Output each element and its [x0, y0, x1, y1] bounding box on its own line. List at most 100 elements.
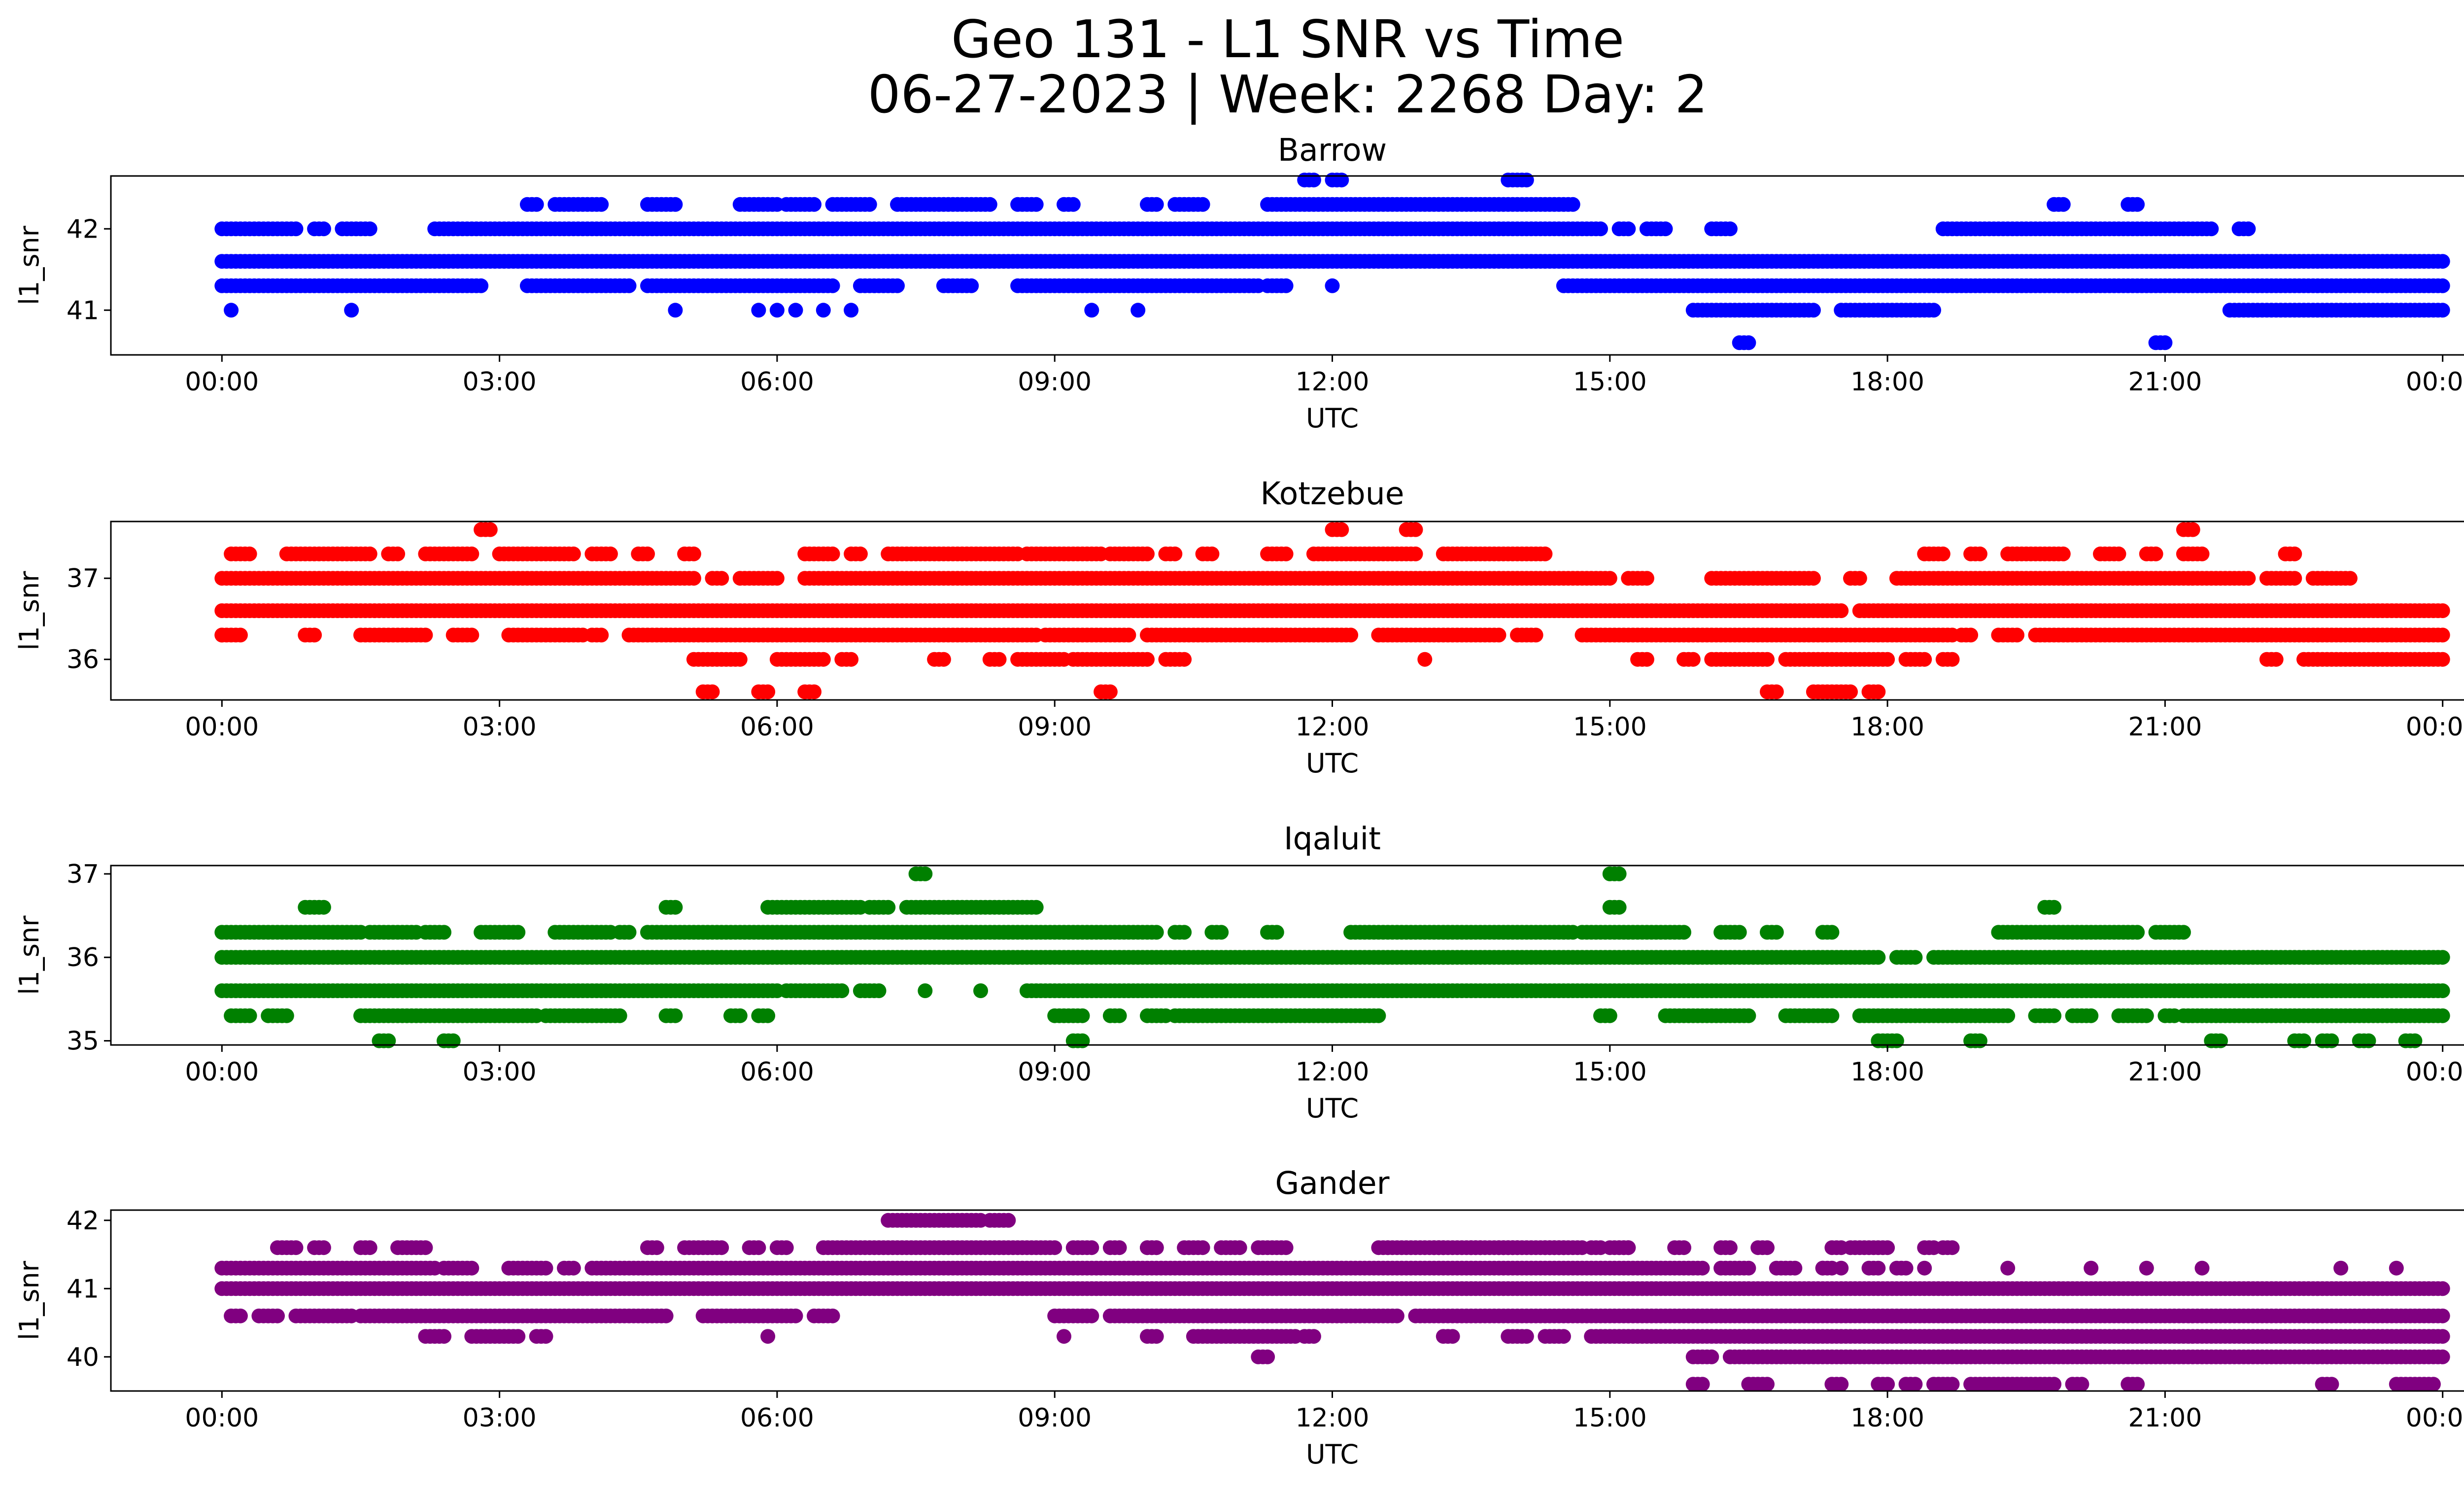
data-point: [288, 221, 304, 237]
x-tick-label: 12:00: [1296, 367, 1369, 397]
x-tick-label: 09:00: [1018, 1057, 1092, 1087]
data-point: [668, 1008, 683, 1023]
y-tick-label: 37: [67, 860, 99, 889]
data-point: [2010, 627, 2024, 643]
data-point: [1639, 652, 1654, 667]
data-point: [834, 983, 850, 998]
data-point: [316, 900, 331, 915]
data-point: [2194, 546, 2210, 561]
data-point: [1935, 546, 1951, 561]
data-point: [2130, 197, 2145, 212]
data-point: [1602, 571, 1617, 586]
data-point: [621, 925, 637, 940]
x-tick-label: 09:00: [1018, 367, 1092, 397]
data-point: [2241, 571, 2256, 586]
data-point: [2185, 522, 2200, 537]
data-point: [381, 1033, 396, 1048]
data-point: [1177, 652, 1192, 667]
data-point: [890, 278, 905, 293]
x-tick-label: 00:00: [185, 1057, 259, 1087]
data-point: [1538, 546, 1553, 561]
data-point: [2139, 1008, 2154, 1023]
data-point: [1325, 278, 1340, 293]
data-point: [1214, 925, 1229, 940]
x-tick-label: 09:00: [1018, 712, 1092, 742]
data-point: [2157, 335, 2173, 350]
data-point: [2435, 254, 2450, 269]
figure-title-line-1: Geo 131 - L1 SNR vs Time: [951, 9, 1625, 70]
data-point: [1917, 652, 1932, 667]
data-point: [668, 303, 683, 318]
data-point: [2435, 627, 2450, 643]
data-point: [1121, 627, 1136, 643]
data-point: [1945, 652, 1960, 667]
data-point: [529, 197, 544, 212]
data-point: [1880, 652, 1895, 667]
data-point: [1908, 950, 1923, 965]
data-point: [1824, 1008, 1840, 1023]
x-tick-label: 06:00: [740, 367, 814, 397]
data-point: [2296, 1033, 2311, 1048]
data-point: [2241, 221, 2256, 237]
y-tick-label: 41: [67, 296, 99, 325]
data-point: [621, 278, 637, 293]
data-point: [1871, 684, 1886, 699]
data-point: [1177, 925, 1192, 940]
x-tick-label: 00:00: [2406, 1057, 2464, 1087]
data-point: [1278, 278, 1294, 293]
data-point: [668, 900, 683, 915]
data-point: [307, 627, 322, 643]
data-point: [1269, 925, 1284, 940]
iqaluit-subplot: 00:00 03:00 06:00 09:00 12:00 15:00 18:00 21:00…: [14, 860, 2464, 1124]
x-tick-label: 03:00: [463, 1057, 537, 1087]
data-point: [769, 571, 785, 586]
data-point: [214, 627, 230, 643]
kotzebue-subplot: 00:00 03:00 06:00 09:00 12:00 15:00 18:00 21:00…: [14, 521, 2464, 779]
data-point: [825, 546, 840, 561]
data-point: [316, 221, 331, 237]
data-point: [1371, 1008, 1386, 1023]
data-point: [2342, 571, 2358, 586]
barrow-data-points: [214, 173, 2450, 350]
x-tick-label: 12:00: [1296, 1057, 1369, 1087]
data-point: [1926, 303, 1941, 318]
data-point: [1843, 684, 1858, 699]
data-point: [2176, 925, 2191, 940]
data-point: [807, 197, 821, 212]
data-point: [1685, 652, 1701, 667]
data-point: [1769, 684, 1784, 699]
data-point: [1149, 925, 1164, 940]
data-point: [418, 627, 433, 643]
data-point: [936, 652, 951, 667]
data-point: [1806, 571, 1821, 586]
data-point: [2047, 1008, 2062, 1023]
x-tick-label: 21:00: [2128, 712, 2202, 742]
data-point: [1972, 546, 1987, 561]
x-tick-label: 00:00: [2406, 712, 2464, 742]
data-point: [973, 983, 988, 998]
data-point: [1834, 603, 1849, 618]
data-point: [1167, 546, 1183, 561]
x-tick-label: 18:00: [1850, 367, 1924, 397]
data-point: [788, 303, 803, 318]
data-point: [2213, 1033, 2228, 1048]
data-point: [390, 546, 406, 561]
data-point: [1343, 627, 1359, 643]
data-point: [362, 221, 377, 237]
data-point: [2000, 1008, 2016, 1023]
data-point: [2084, 1008, 2099, 1023]
data-point: [482, 522, 498, 537]
y-tick-label: 36: [67, 943, 99, 973]
data-point: [1112, 1008, 1127, 1023]
data-point: [1528, 627, 1543, 643]
y-tick-label: 42: [67, 214, 99, 244]
data-point: [1806, 303, 1821, 318]
x-tick-label: 18:00: [1850, 1057, 1924, 1087]
data-point: [992, 652, 1007, 667]
data-point: [511, 925, 526, 940]
data-point: [1334, 522, 1349, 537]
y-tick-label: 35: [67, 1027, 99, 1056]
data-point: [918, 866, 933, 881]
x-tick-label: 06:00: [740, 1057, 814, 1087]
data-point: [594, 197, 609, 212]
